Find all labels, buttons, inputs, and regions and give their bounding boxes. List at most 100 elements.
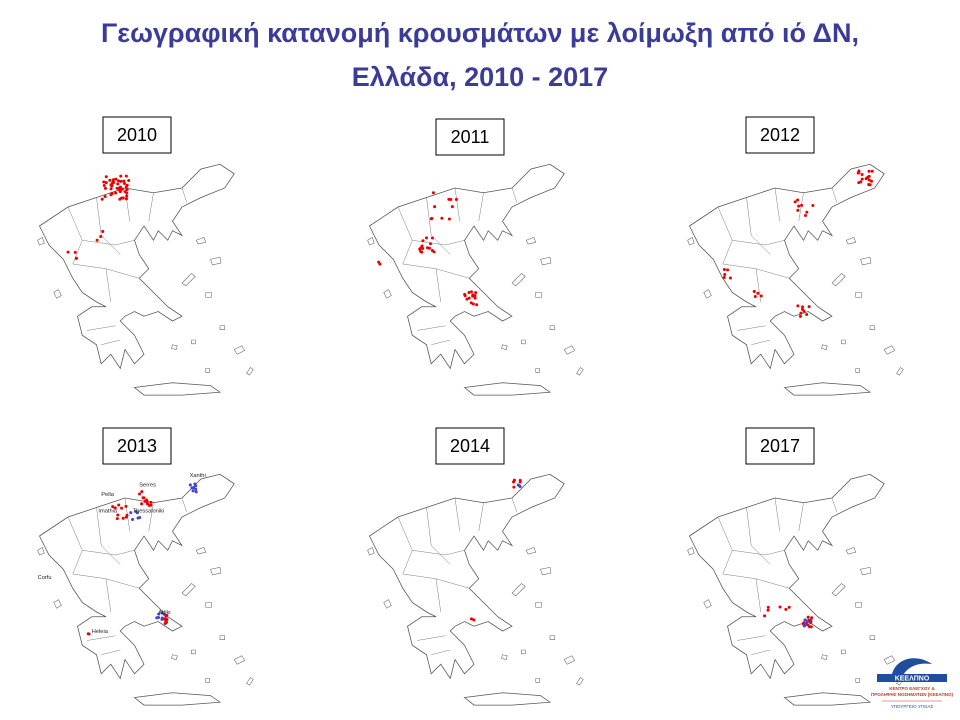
case-dot: [870, 169, 874, 173]
case-dot: [125, 194, 129, 198]
logo-text: ΥΠΟΥΡΓΕΙΟ ΥΓΕΙΑΣ: [891, 704, 934, 709]
case-dot: [474, 291, 478, 295]
case-dot: [798, 314, 802, 318]
case-dot: [766, 605, 770, 609]
case-dot: [111, 178, 115, 182]
case-dot: [471, 302, 475, 306]
case-dot: [433, 205, 437, 209]
case-dot: [802, 624, 806, 628]
case-dot: [124, 197, 128, 201]
case-dot: [103, 186, 107, 190]
case-dot: [116, 513, 120, 517]
case-dot: [431, 191, 435, 195]
map: [37, 163, 254, 396]
case-dot: [467, 296, 471, 300]
case-dot: [516, 483, 520, 487]
case-dot: [799, 311, 803, 315]
case-dot: [191, 489, 195, 493]
case-dot: [127, 179, 131, 183]
title-line: Ελλάδα, 2010 - 2017: [352, 62, 608, 92]
case-dot: [138, 516, 142, 520]
case-dot: [867, 169, 871, 173]
case-dot: [454, 197, 458, 201]
case-dot: [796, 208, 800, 212]
case-dot: [809, 618, 813, 622]
case-dot: [145, 500, 149, 504]
case-dot: [66, 250, 70, 254]
case-dot: [857, 169, 861, 173]
case-dot: [811, 204, 815, 208]
case-dot: [449, 198, 453, 202]
case-dot: [860, 172, 864, 177]
year-label: 2014: [450, 436, 490, 456]
case-dot: [118, 197, 122, 201]
case-dot: [124, 174, 128, 178]
map: [687, 473, 904, 706]
case-dot: [473, 296, 477, 300]
case-dot: [117, 186, 121, 190]
case-dot: [74, 256, 78, 260]
case-dot: [722, 276, 726, 280]
case-dot: [857, 181, 861, 185]
case-dot: [194, 487, 198, 491]
case-dot: [778, 605, 782, 609]
map: Serres Xanthi Pella Imathia Thessaloniki Corf…: [37, 473, 254, 706]
case-dot: [469, 290, 473, 294]
case-dot: [103, 194, 107, 199]
case-dot: [447, 217, 451, 221]
case-dot: [104, 175, 108, 179]
case-dot: [164, 617, 168, 621]
case-dot: [803, 213, 808, 217]
case-dot: [726, 268, 730, 272]
case-dot: [450, 205, 454, 209]
case-dot: [800, 307, 805, 311]
case-dot: [100, 197, 104, 201]
logo-bar: [877, 674, 947, 682]
case-dot: [138, 492, 142, 496]
year-label: 2013: [117, 436, 157, 456]
case-dot: [192, 486, 196, 490]
case-dot: [787, 605, 791, 609]
case-dot: [378, 262, 382, 266]
case-dot: [120, 506, 124, 510]
place-label: Xanthi: [190, 473, 206, 479]
case-dot: [867, 183, 871, 187]
case-dot: [117, 503, 121, 507]
year-box: [745, 116, 815, 154]
case-dot: [157, 612, 161, 616]
logo: ΚΕΕΛΠΝΟ ΚΕΝΤΡΟ ΕΛΕΓΧΟΥ & ΠΡΟΛΗΨΗΣ ΝΟΣΗΜΑ…: [871, 658, 954, 709]
logo-icon: [892, 658, 932, 677]
map: [367, 473, 584, 706]
case-dot: [428, 246, 432, 250]
case-dot: [784, 607, 788, 611]
case-dot: [430, 236, 434, 240]
case-dot: [122, 182, 126, 186]
case-dot: [860, 177, 864, 181]
case-dot: [123, 190, 127, 194]
title-line: Γεωγραφική κατανομή κρουσμάτων με λοίμωξ…: [101, 18, 859, 48]
case-dot: [796, 198, 800, 202]
case-dot: [125, 188, 129, 192]
case-dot: [807, 305, 811, 309]
case-dot: [156, 616, 161, 620]
case-dot: [111, 180, 115, 184]
case-dot: [73, 250, 77, 254]
case-dot: [800, 203, 804, 207]
year-box: [102, 116, 172, 154]
case-dot: [463, 292, 467, 296]
case-dot: [135, 511, 139, 515]
case-dot: [763, 614, 767, 618]
case-dot: [440, 216, 444, 220]
case-dot: [102, 180, 106, 184]
case-dot: [113, 506, 117, 510]
case-dot: [809, 625, 813, 629]
case-dot: [149, 503, 153, 507]
case-dot: [475, 303, 479, 307]
case-dot: [797, 204, 801, 208]
case-dot: [110, 192, 114, 196]
case-dot: [194, 490, 198, 494]
map-outline: [687, 163, 904, 396]
case-dot: [140, 502, 144, 506]
case-dot: [160, 616, 164, 620]
map: [367, 163, 584, 396]
